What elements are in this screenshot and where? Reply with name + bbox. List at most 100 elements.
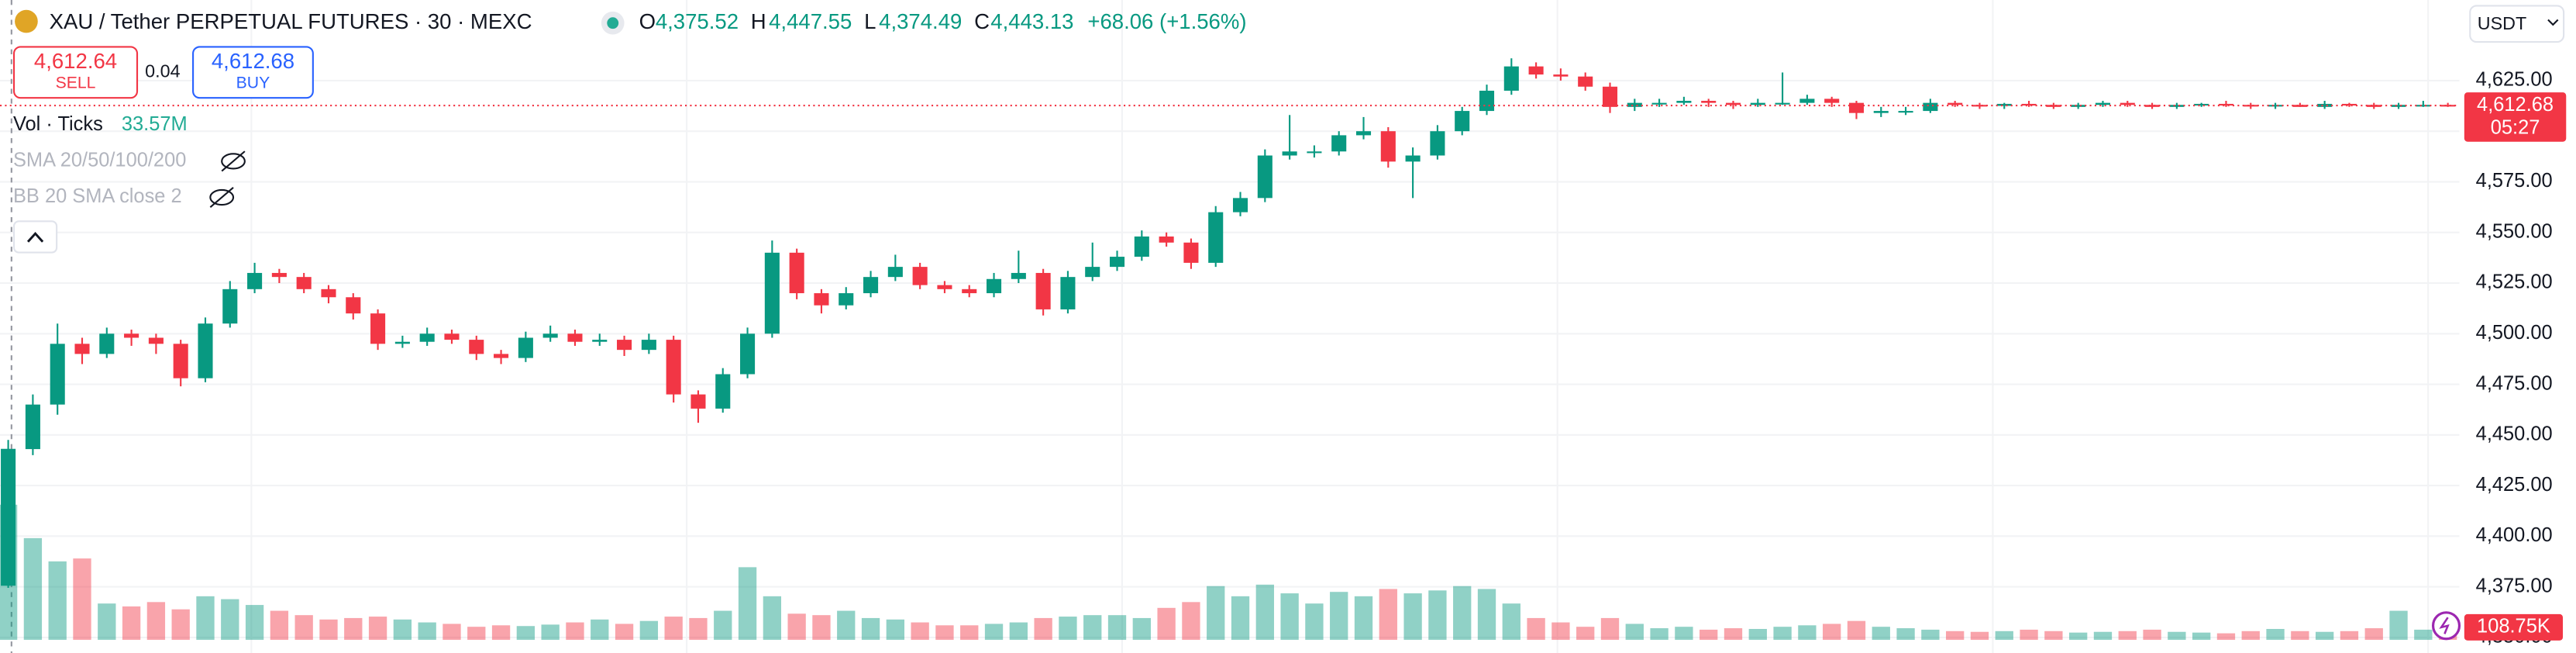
- countdown: 05:27: [2491, 116, 2540, 138]
- candle-body: [986, 278, 1002, 294]
- ohlc-key: L: [864, 9, 876, 33]
- volume-bar: [1798, 625, 1817, 641]
- candle-body: [1455, 111, 1470, 132]
- volume-bar: [516, 626, 536, 641]
- candle-body: [296, 277, 312, 289]
- volume-bar: [2414, 629, 2433, 641]
- volume-bar: [2389, 610, 2408, 641]
- volume-bar: [1255, 584, 1274, 641]
- spread: 0.04: [145, 60, 180, 81]
- candle-body: [1503, 66, 1519, 91]
- volume-bar: [738, 567, 757, 641]
- y-tick-label: 4,375.00: [2476, 575, 2553, 596]
- candle-body: [2391, 105, 2406, 107]
- volume-bar: [146, 602, 166, 641]
- volume-bar: [1600, 617, 1620, 641]
- volume-bar: [566, 622, 584, 641]
- candle-body: [789, 252, 804, 294]
- volume-bar: [73, 558, 91, 641]
- volume-bar: [1700, 629, 1718, 641]
- volume-tag: [2464, 613, 2564, 641]
- candle-body: [1799, 98, 1815, 103]
- volume-bar: [591, 619, 609, 641]
- candle-body: [1627, 102, 1642, 107]
- candle-body: [1307, 151, 1322, 154]
- volume-bar: [1182, 602, 1200, 641]
- symbol-title: XAU / Tether PERPETUAL FUTURES · 30 · ME…: [50, 9, 532, 33]
- volume-bar: [1477, 589, 1496, 641]
- candle-body: [2169, 105, 2185, 107]
- buy-button[interactable]: [192, 46, 314, 99]
- ohlc-value: 4,443.13: [990, 9, 1073, 33]
- candle-body: [1602, 86, 1618, 107]
- volume-tag-label: 108.75K: [2477, 616, 2550, 637]
- volume-bar: [2241, 631, 2260, 641]
- volume-bar: [2044, 631, 2063, 641]
- y-tick-label: 4,425.00: [2476, 474, 2553, 496]
- candle-body: [1528, 66, 1544, 75]
- currency-button[interactable]: [2469, 5, 2565, 43]
- candle-body: [690, 394, 706, 409]
- candle-body: [2416, 105, 2431, 107]
- sell-label: SELL: [56, 74, 96, 92]
- candle-body: [567, 333, 583, 342]
- volume-bar: [2216, 633, 2236, 641]
- volume-bar: [763, 596, 782, 641]
- y-tick-label: 4,500.00: [2476, 322, 2553, 344]
- candle-body: [1578, 76, 1593, 87]
- volume-bar: [2315, 631, 2334, 641]
- candle-body: [2366, 105, 2381, 107]
- volume-bar: [393, 619, 412, 641]
- candle-body: [2317, 103, 2333, 107]
- volume-bar: [2266, 628, 2285, 641]
- volume-bar: [196, 596, 215, 641]
- candle-body: [1011, 272, 1026, 279]
- volume-bar: [1650, 628, 1669, 641]
- candle-body: [394, 341, 410, 344]
- candle-body: [1331, 135, 1347, 152]
- volume-bar: [1970, 631, 1989, 641]
- y-tick-label: 4,400.00: [2476, 524, 2553, 546]
- candle-body: [863, 277, 879, 294]
- candle-body: [1035, 272, 1051, 309]
- indicator-label: SMA 20/50/100/200: [13, 150, 186, 171]
- volume-bar: [1231, 596, 1250, 641]
- candle-body: [2440, 105, 2456, 107]
- volume-bar: [48, 561, 67, 641]
- volume-bar: [1379, 589, 1397, 641]
- symbol-icon: [15, 9, 38, 33]
- candle-body: [1676, 101, 1692, 103]
- volume-bar: [221, 599, 239, 641]
- candle-body: [1355, 131, 1372, 136]
- volume-bar: [2340, 631, 2359, 641]
- candle-body: [715, 374, 731, 409]
- candle-body: [1208, 212, 1224, 263]
- sell-button[interactable]: [12, 46, 139, 99]
- y-tick-label: 4,625.00: [2476, 69, 2553, 91]
- indicator-label: BB 20 SMA close 2: [13, 185, 182, 207]
- volume-bar: [368, 617, 387, 641]
- candle-body: [1159, 236, 1174, 243]
- candle-body: [2243, 105, 2258, 107]
- collapse-icon: [26, 231, 44, 243]
- collapse-button[interactable]: [12, 220, 58, 254]
- candle-body: [1479, 90, 1495, 112]
- hidden-icon[interactable]: [209, 186, 235, 209]
- volume-bar: [812, 615, 831, 641]
- candle-body: [198, 323, 213, 378]
- candle-body: [74, 344, 90, 354]
- volume-bar: [1773, 627, 1792, 641]
- volume-bar: [1453, 586, 1472, 641]
- hidden-icon[interactable]: [221, 150, 246, 172]
- candle-body: [1848, 102, 1865, 113]
- volume-bar: [1896, 628, 1915, 641]
- volume-bar: [344, 617, 363, 641]
- candle-body: [1923, 102, 1938, 112]
- candle-body: [839, 293, 854, 306]
- volume-bar: [837, 610, 856, 641]
- volume-bar: [171, 609, 190, 641]
- volume-bar: [1403, 593, 1422, 641]
- volume-bar: [1946, 631, 1965, 641]
